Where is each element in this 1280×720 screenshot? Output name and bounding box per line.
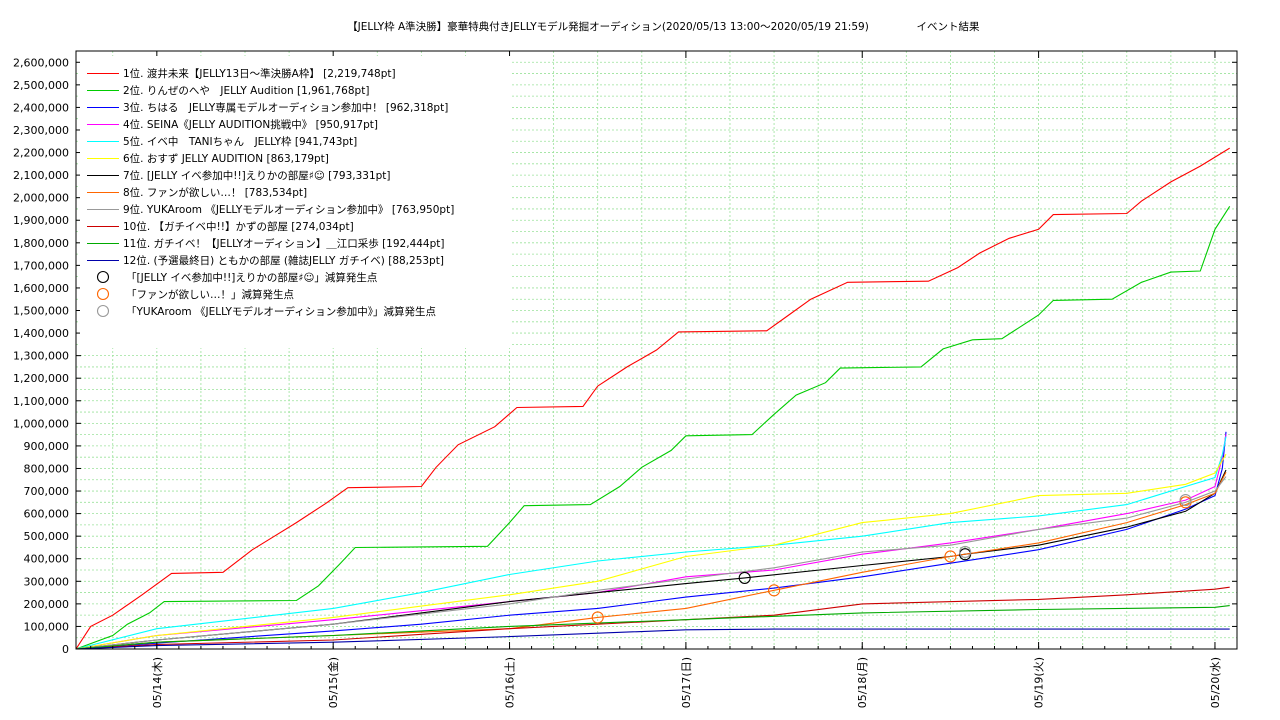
y-tick-label: 600,000	[24, 508, 70, 521]
legend-entry: 3位. ちはる JELLY専属モデルオーディション参加中！ [962,318pt…	[123, 101, 448, 114]
x-tick-label: 05/20(水)	[1209, 657, 1222, 708]
series-line	[75, 453, 1227, 650]
y-tick-label: 2,000,000	[13, 192, 69, 205]
y-tick-label: 1,900,000	[13, 214, 69, 227]
legend-entry: 8位. ファンが欲しい…！ [783,534pt]	[123, 186, 307, 199]
deduction-marker	[959, 545, 972, 559]
series-line	[75, 206, 1231, 650]
marker-layer	[591, 494, 1192, 624]
deduction-marker	[591, 611, 604, 624]
y-tick-label: 200,000	[24, 598, 70, 611]
legend-entry: 7位. [JELLY イベ参加中!!]えりかの部屋♯☺ [793,331pt]	[123, 169, 391, 182]
legend-background	[80, 56, 512, 348]
y-tick-label: 700,000	[24, 485, 70, 498]
series-line	[75, 469, 1227, 650]
y-tick-label: 1,800,000	[13, 237, 69, 250]
y-tick-label: 400,000	[24, 553, 70, 566]
legend-marker-entry: 「[JELLY イベ参加中!!]えりかの部屋♯☺」減算発生点	[126, 271, 377, 284]
series-line	[75, 471, 1227, 650]
y-tick-label: 1,300,000	[13, 350, 69, 363]
legend-entry: 9位. YUKAroom 《JELLYモデルオーディション参加中》 [763,9…	[123, 203, 454, 216]
legend-marker-entry: 「YUKAroom 《JELLYモデルオーディション参加中》」減算発生点	[126, 305, 436, 318]
series-line	[75, 434, 1227, 650]
legend-entry: 2位. りんぜのへや JELLY Audition [1,961,768pt]	[123, 84, 369, 97]
y-tick-label: 0	[62, 643, 69, 656]
legend-entry: 1位. 渡井未来【JELLY13日～準決勝A枠】 [2,219,748pt]	[123, 67, 396, 80]
deduction-marker	[1179, 494, 1192, 507]
deduction-marker	[738, 571, 751, 584]
chart-title: 【JELLY枠 A準決勝】豪華特典付きJELLYモデル発掘オーディション(202…	[347, 20, 869, 33]
series-line	[75, 628, 1230, 650]
x-tick-label: 05/14(木)	[151, 657, 164, 708]
legend-entry: 4位. SEINA《JELLY AUDITION挑戦中》 [950,917pt]	[123, 118, 378, 131]
legend-marker-swatch	[96, 287, 110, 301]
x-tick-label: 05/15(金)	[326, 657, 340, 708]
y-tick-label: 900,000	[24, 440, 70, 453]
series-line	[75, 586, 1230, 650]
series-line	[75, 436, 1227, 650]
legend-entry: 12位. (予選最終日) ともかの部屋 (雑誌JELLY ガチイベ) [88,2…	[123, 254, 444, 267]
series-line	[75, 431, 1227, 650]
y-tick-label: 2,300,000	[13, 124, 69, 137]
x-tick-label: 05/16(土)	[504, 657, 517, 708]
y-tick-label: 2,100,000	[13, 169, 69, 182]
x-tick-label: 05/17(日)	[680, 657, 693, 708]
legend-entry: 11位. ガチイベ！【JELLYオーディション】＿江口采歩 [192,444pt…	[123, 237, 444, 250]
legend-entry: 6位. おすず JELLY AUDITION [863,179pt]	[123, 152, 329, 165]
legend-entry: 5位. イベ中 TANIちゃん JELLY枠 [941,743pt]	[123, 135, 357, 148]
deduction-marker	[944, 550, 957, 563]
y-tick-label: 100,000	[24, 620, 70, 633]
legend-marker-entry: 「ファンが欲しい…！」減算発生点	[126, 288, 294, 301]
x-tick-label: 05/18(月)	[856, 657, 869, 708]
series-line	[75, 476, 1227, 650]
legend-marker-swatch	[96, 304, 110, 318]
y-tick-label: 1,700,000	[13, 259, 69, 272]
y-tick-label: 800,000	[24, 462, 70, 475]
y-tick-label: 1,500,000	[13, 305, 69, 318]
legend: 1位. 渡井未来【JELLY13日～準決勝A枠】 [2,219,748pt] 2位…	[87, 67, 454, 318]
y-tick-label: 2,600,000	[13, 56, 69, 69]
y-tick-label: 2,200,000	[13, 147, 69, 160]
axis-layer: 0 100,000 200,000 300,000 400,000 500,000 600,…	[13, 51, 1237, 708]
y-tick-label: 1,100,000	[13, 395, 69, 408]
y-tick-label: 2,400,000	[13, 101, 69, 114]
y-tick-label: 1,600,000	[13, 282, 69, 295]
series-line	[75, 147, 1230, 650]
y-tick-label: 1,400,000	[13, 327, 69, 340]
y-tick-label: 500,000	[24, 530, 70, 543]
chart-subtitle: イベント結果	[917, 20, 980, 33]
legend-entry: 10位. 【ガチイベ中!!】かずの部屋 [274,034pt]	[123, 220, 354, 233]
y-tick-label: 300,000	[24, 575, 70, 588]
x-tick-label: 05/19(火)	[1033, 657, 1046, 708]
deduction-marker	[768, 584, 781, 597]
legend-marker-swatch	[96, 270, 110, 284]
plot-frame	[75, 50, 1238, 650]
y-tick-label: 2,500,000	[13, 79, 69, 92]
series-line	[75, 605, 1230, 650]
y-tick-label: 1,200,000	[13, 372, 69, 385]
series-layer	[75, 147, 1231, 650]
y-tick-label: 1,000,000	[13, 417, 69, 430]
